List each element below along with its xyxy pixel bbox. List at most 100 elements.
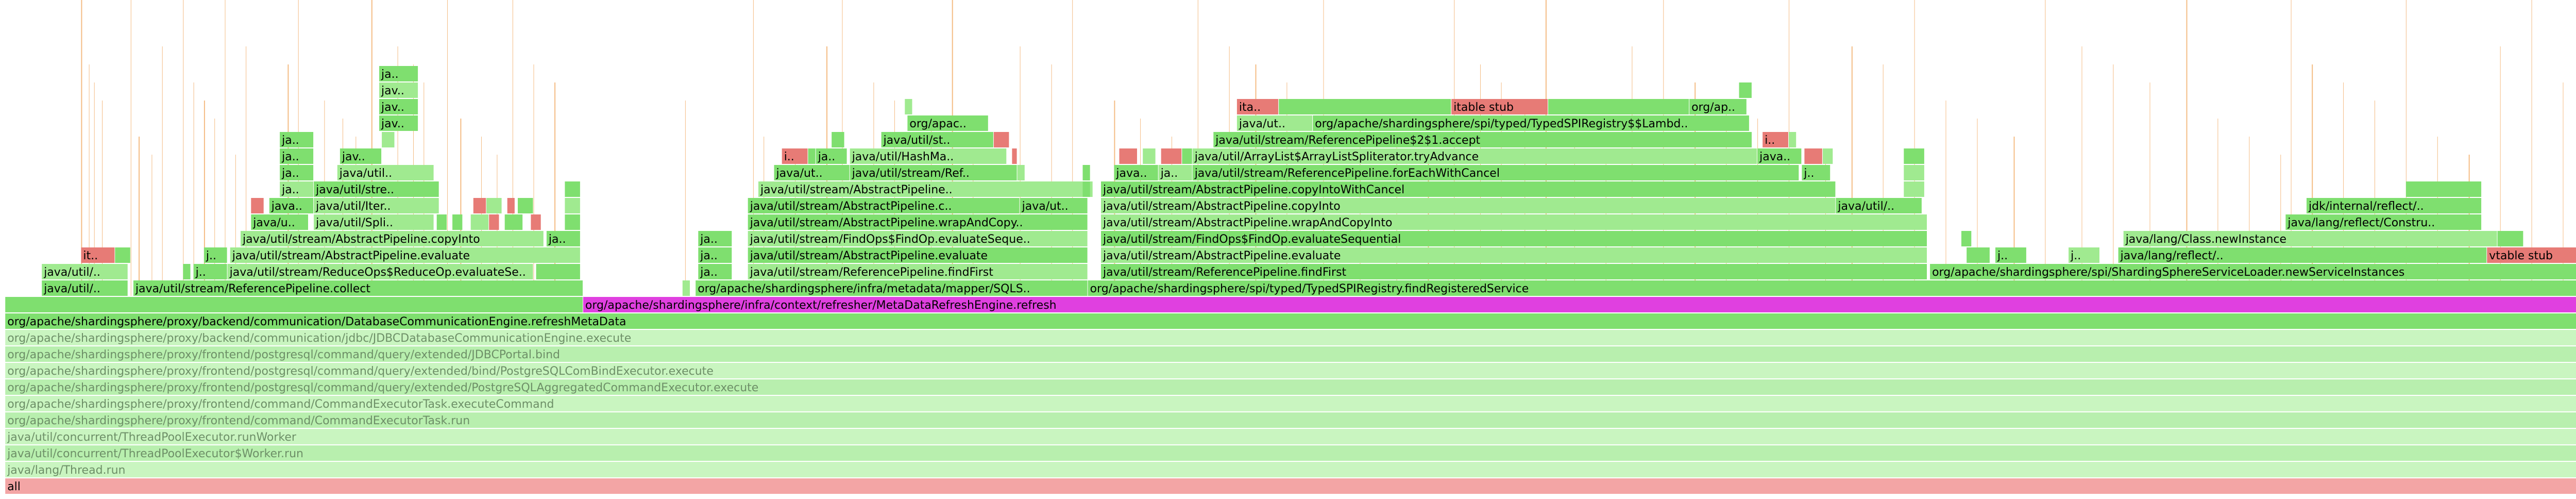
frame-bar[interactable] xyxy=(473,198,486,213)
flame-frame[interactable]: org/apache/shardingsphere/infra/metadata… xyxy=(696,280,1088,296)
flame-frame[interactable] xyxy=(470,214,489,230)
frame-bar[interactable] xyxy=(2123,231,2497,246)
frame-bar[interactable] xyxy=(1823,148,1833,164)
frame-bar[interactable] xyxy=(1961,231,1972,246)
flame-frame[interactable]: org/apache/shardingsphere/spi/typed/Type… xyxy=(1088,280,2576,296)
flame-frame[interactable]: org/apache/shardingsphere/proxy/backend/… xyxy=(5,313,2576,329)
frame-bar[interactable] xyxy=(1182,148,1192,164)
frame-bar[interactable] xyxy=(1548,99,1689,114)
frame-bar[interactable] xyxy=(5,330,2576,345)
frame-bar[interactable] xyxy=(489,214,499,230)
flame-frame[interactable]: org/apache/shardingsphere/proxy/frontend… xyxy=(5,379,2576,395)
flame-frame[interactable]: org/apache/shardingsphere/proxy/backend/… xyxy=(5,330,2576,345)
flame-frame[interactable]: jav.. xyxy=(379,115,418,131)
frame-bar[interactable] xyxy=(314,181,439,197)
frame-bar[interactable] xyxy=(1020,198,1088,213)
frame-bar[interactable] xyxy=(1802,165,1831,180)
flame-frame[interactable]: java/util/stream/AbstractPipeline.copyIn… xyxy=(241,231,544,246)
frame-bar[interactable] xyxy=(1836,198,1922,213)
frame-bar[interactable] xyxy=(536,264,580,279)
frame-bar[interactable] xyxy=(314,214,434,230)
flame-frame[interactable] xyxy=(504,214,523,230)
flame-frame[interactable] xyxy=(452,214,463,230)
flame-frame[interactable] xyxy=(565,181,580,197)
flame-frame[interactable]: java/util/.. xyxy=(1836,198,1922,213)
frame-bar[interactable] xyxy=(504,214,523,230)
frame-bar[interactable] xyxy=(696,280,1088,296)
frame-bar[interactable] xyxy=(881,132,993,147)
flame-frame[interactable] xyxy=(183,264,191,279)
flame-frame[interactable]: it.. xyxy=(81,247,115,263)
flame-frame[interactable]: java/util/stream/ReferencePipeline.forEa… xyxy=(1192,165,1799,180)
frame-bar[interactable] xyxy=(5,412,2576,428)
frame-bar[interactable] xyxy=(1739,82,1752,98)
flame-frame[interactable]: java/util/ArrayList$ArrayListSpliterator… xyxy=(1192,148,1757,164)
flame-frame[interactable]: java/util/st.. xyxy=(881,132,993,147)
flame-frame[interactable]: all xyxy=(5,478,2576,494)
frame-bar[interactable] xyxy=(531,214,541,230)
flame-frame[interactable] xyxy=(1961,231,1972,246)
flame-frame[interactable]: jav.. xyxy=(379,99,418,114)
frame-bar[interactable] xyxy=(5,346,2576,362)
frame-bar[interactable] xyxy=(1757,148,1802,164)
frame-bar[interactable] xyxy=(698,247,732,263)
flame-frame[interactable]: ja.. xyxy=(698,231,732,246)
flame-frame[interactable] xyxy=(1119,148,1138,164)
flame-frame[interactable]: jdk/internal/reflect/.. xyxy=(2307,198,2482,213)
frame-bar[interactable] xyxy=(748,214,1088,230)
frame-bar[interactable] xyxy=(782,148,808,164)
flame-frame[interactable]: ja.. xyxy=(546,231,580,246)
flame-frame[interactable]: ja.. xyxy=(1158,165,1192,180)
flame-frame[interactable]: java/ut.. xyxy=(774,165,850,180)
frame-bar[interactable] xyxy=(5,429,2576,444)
flame-frame[interactable]: org/ap.. xyxy=(1689,99,1747,114)
flame-frame[interactable] xyxy=(518,198,533,213)
frame-bar[interactable] xyxy=(280,148,314,164)
frame-bar[interactable] xyxy=(5,297,583,312)
flame-frame[interactable]: org/apache/shardingsphere/spi/ShardingSp… xyxy=(1930,264,2576,279)
frame-bar[interactable] xyxy=(5,478,2576,494)
flame-frame[interactable]: java/util/stream/Ref.. xyxy=(850,165,1017,180)
flame-frame[interactable] xyxy=(1182,148,1192,164)
flame-frame[interactable] xyxy=(536,264,580,279)
frame-bar[interactable] xyxy=(850,148,1007,164)
flame-frame[interactable]: ja.. xyxy=(280,165,314,180)
flame-frame[interactable] xyxy=(436,214,447,230)
frame-bar[interactable] xyxy=(227,264,533,279)
frame-bar[interactable] xyxy=(905,99,912,114)
frame-bar[interactable] xyxy=(682,280,690,296)
flame-frame[interactable]: java/util/stream/AbstractPipeline.evalua… xyxy=(1101,247,1927,263)
frame-bar[interactable] xyxy=(546,231,580,246)
flame-frame[interactable]: ja.. xyxy=(280,181,314,197)
frame-bar[interactable] xyxy=(507,198,515,213)
frame-bar[interactable] xyxy=(1904,165,1924,180)
flame-frame[interactable] xyxy=(1082,165,1090,180)
frame-bar[interactable] xyxy=(241,231,544,246)
flame-frame[interactable] xyxy=(565,198,580,213)
flame-frame[interactable]: java/util/stream/AbstractPipeline.wrapAn… xyxy=(1101,214,1927,230)
frame-bar[interactable] xyxy=(42,280,128,296)
flame-frame[interactable] xyxy=(2497,231,2523,246)
frame-bar[interactable] xyxy=(832,132,844,147)
flame-frame[interactable] xyxy=(1967,247,1990,263)
flame-frame[interactable] xyxy=(1904,181,1924,197)
flame-frame[interactable]: j.. xyxy=(1802,165,1831,180)
flame-frame[interactable]: java/util/stream/FindOps$FindOp.evaluate… xyxy=(1101,231,1927,246)
flame-frame[interactable] xyxy=(1904,148,1924,164)
flame-frame[interactable]: java/util/.. xyxy=(42,280,128,296)
frame-bar[interactable] xyxy=(1143,148,1156,164)
frame-bar[interactable] xyxy=(5,379,2576,395)
flame-frame[interactable]: java/util/stream/AbstractPipeline.copyIn… xyxy=(1101,181,1836,197)
flame-frame[interactable] xyxy=(2405,181,2482,197)
frame-bar[interactable] xyxy=(2497,231,2523,246)
frame-bar[interactable] xyxy=(1192,148,1757,164)
flame-frame[interactable] xyxy=(486,198,502,213)
flame-frame[interactable] xyxy=(1143,148,1156,164)
flame-frame[interactable]: java/lang/reflect/.. xyxy=(2118,247,2487,263)
frame-bar[interactable] xyxy=(1101,214,1927,230)
frame-bar[interactable] xyxy=(518,198,533,213)
frame-bar[interactable] xyxy=(5,313,2576,329)
frame-bar[interactable] xyxy=(230,247,580,263)
flame-frame[interactable] xyxy=(1904,165,1924,180)
flame-frame[interactable]: java/util/stream/ReferencePipeline$2$1.a… xyxy=(1213,132,1752,147)
